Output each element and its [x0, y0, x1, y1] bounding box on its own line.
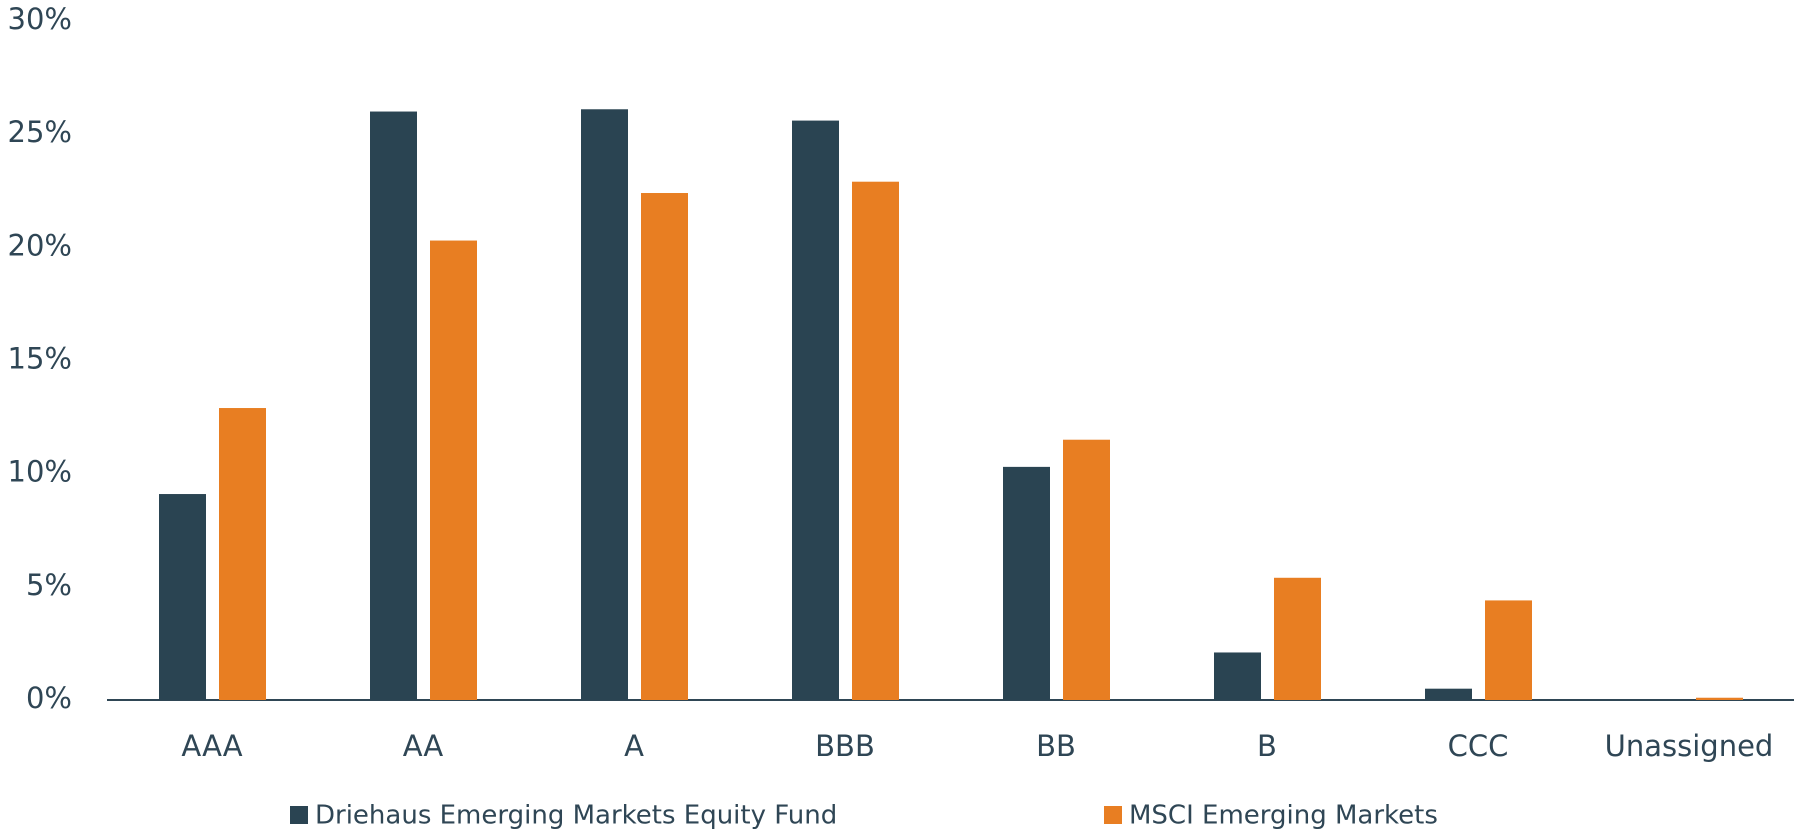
bar	[1003, 466, 1050, 700]
bar	[852, 181, 899, 701]
legend-swatch	[290, 806, 308, 824]
bar	[1696, 697, 1743, 700]
bar	[1274, 577, 1321, 700]
y-tick-label: 10%	[8, 455, 72, 489]
y-tick-label: 0%	[26, 681, 72, 715]
x-tick-label: BB	[1036, 729, 1076, 763]
bar	[641, 193, 688, 700]
bar	[219, 408, 266, 700]
bar	[370, 111, 417, 701]
y-tick-label: 15%	[8, 342, 72, 376]
x-tick-label: Unassigned	[1605, 729, 1774, 763]
x-tick-label: AA	[403, 729, 444, 763]
bar	[1425, 688, 1472, 700]
bar	[792, 120, 839, 700]
legend-label: Driehaus Emerging Markets Equity Fund	[315, 801, 837, 831]
y-tick-label: 30%	[8, 2, 72, 36]
bar	[159, 494, 206, 700]
y-tick-label: 25%	[8, 115, 72, 149]
legend-label: MSCI Emerging Markets	[1129, 801, 1438, 831]
bar	[1485, 600, 1532, 700]
x-tick-label: A	[624, 729, 644, 763]
bar	[581, 109, 628, 700]
y-tick-label: 20%	[8, 228, 72, 262]
x-tick-label: CCC	[1448, 729, 1509, 763]
y-tick-label: 5%	[26, 568, 72, 602]
x-tick-label: B	[1257, 729, 1277, 763]
bar	[1214, 652, 1261, 700]
legend-swatch	[1104, 806, 1122, 824]
bar	[1063, 439, 1110, 700]
bar	[430, 240, 477, 700]
x-tick-label: BBB	[815, 729, 875, 763]
x-tick-label: AAA	[181, 729, 242, 763]
